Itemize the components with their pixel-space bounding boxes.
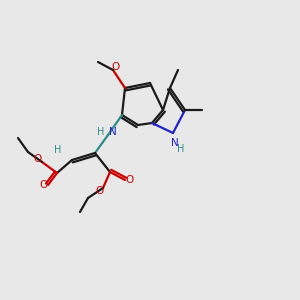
Text: N: N bbox=[171, 138, 179, 148]
Text: O: O bbox=[33, 154, 41, 164]
Text: N: N bbox=[109, 127, 117, 137]
Text: H: H bbox=[97, 127, 105, 137]
Text: O: O bbox=[126, 175, 134, 185]
Text: O: O bbox=[112, 62, 120, 72]
Text: H: H bbox=[177, 144, 185, 154]
Text: O: O bbox=[39, 180, 47, 190]
Text: H: H bbox=[54, 145, 62, 155]
Text: O: O bbox=[96, 186, 104, 196]
